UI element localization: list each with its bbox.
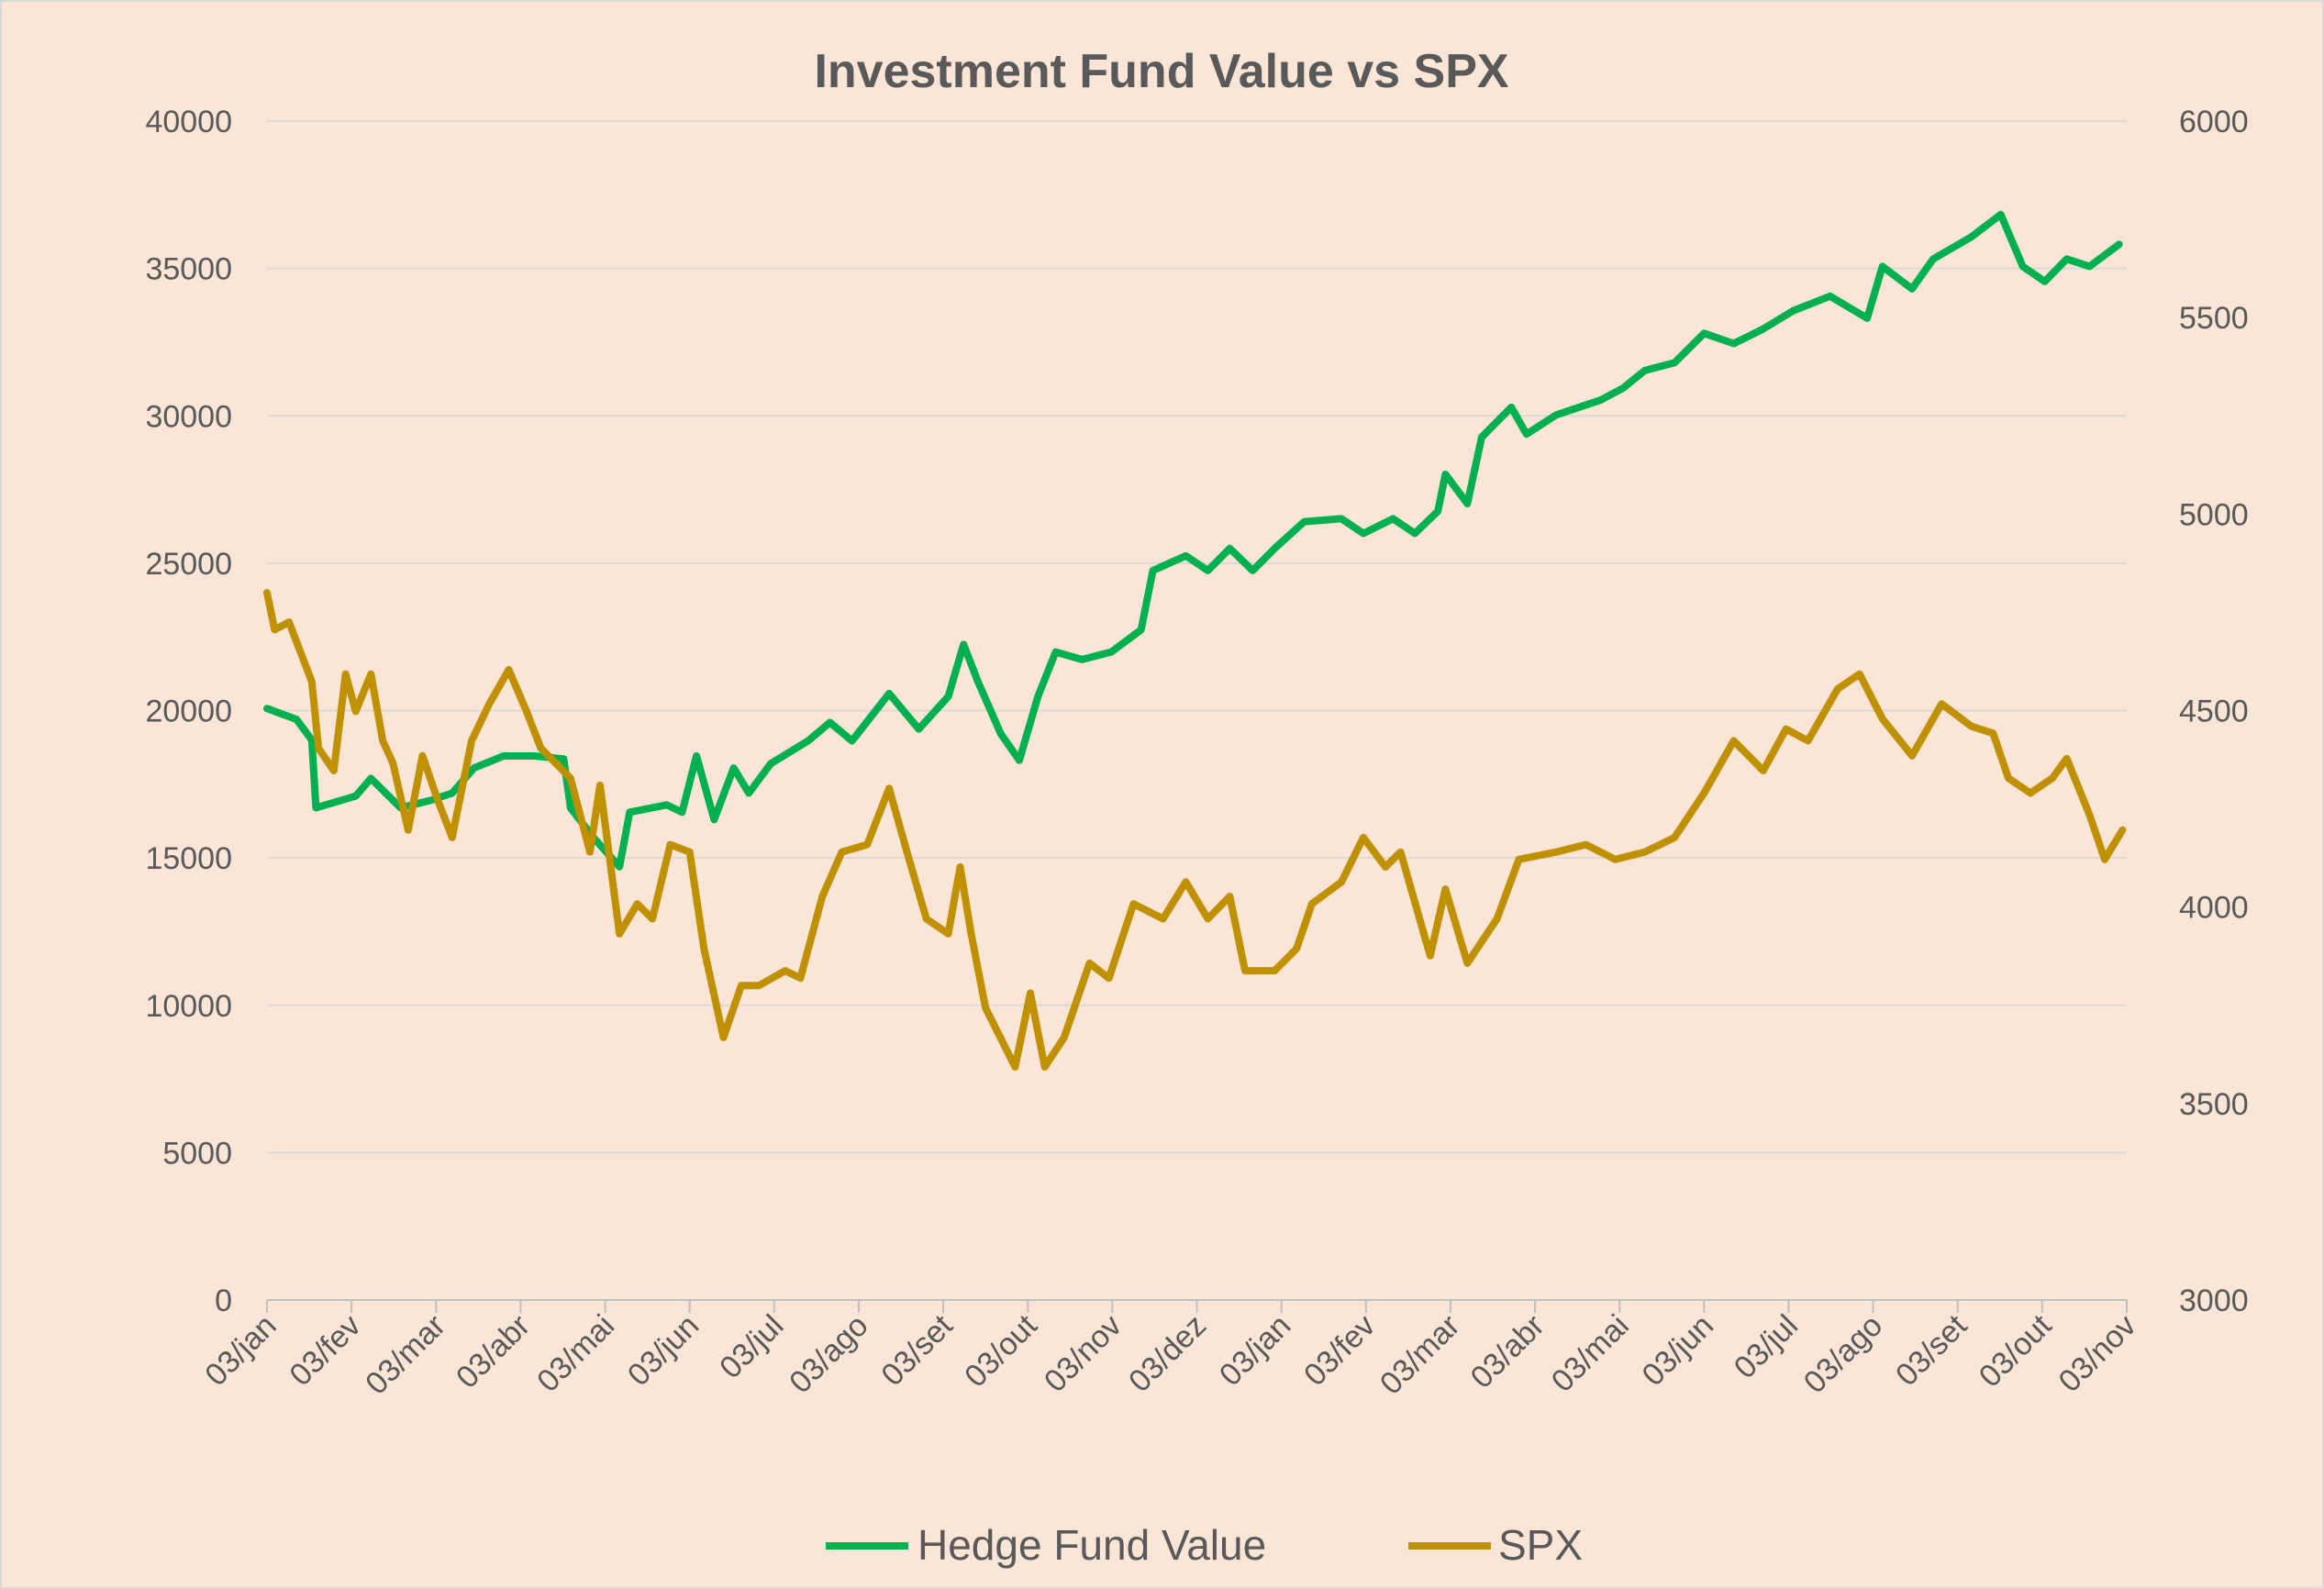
y-left-tick-label: 40000 — [145, 105, 232, 139]
series-line-spx — [263, 589, 2127, 1071]
legend: Hedge Fund Value SPX — [826, 1521, 1583, 1569]
y-left-tick-label: 0 — [215, 1283, 232, 1318]
y-left-tick-label: 15000 — [145, 841, 232, 876]
y-right-tick-label: 5500 — [2179, 301, 2249, 336]
y-left-tick-label: 30000 — [145, 399, 232, 434]
legend-label-spx: SPX — [1498, 1521, 1583, 1569]
y-left-tick-label: 35000 — [145, 252, 232, 287]
y-right-tick-label: 6000 — [2179, 105, 2249, 139]
series-lines — [263, 210, 2127, 1071]
y-left-tick-label: 25000 — [145, 547, 232, 582]
y-right-tick-label: 5000 — [2179, 497, 2249, 532]
y-right-tick-label: 3000 — [2179, 1283, 2249, 1318]
y-right-tick-label: 3500 — [2179, 1087, 2249, 1122]
y-right-tick-label: 4000 — [2179, 891, 2249, 926]
y-left-tick-label: 5000 — [162, 1136, 232, 1171]
chart-title: Investment Fund Value vs SPX — [814, 45, 1508, 98]
series-line-hedge-fund-value — [263, 210, 2123, 871]
y-left-tick-label: 10000 — [145, 989, 232, 1024]
y-left-tick-label: 20000 — [145, 694, 232, 729]
y-right-tick-label: 4500 — [2179, 694, 2249, 729]
legend-label-hedge-fund: Hedge Fund Value — [917, 1521, 1266, 1569]
